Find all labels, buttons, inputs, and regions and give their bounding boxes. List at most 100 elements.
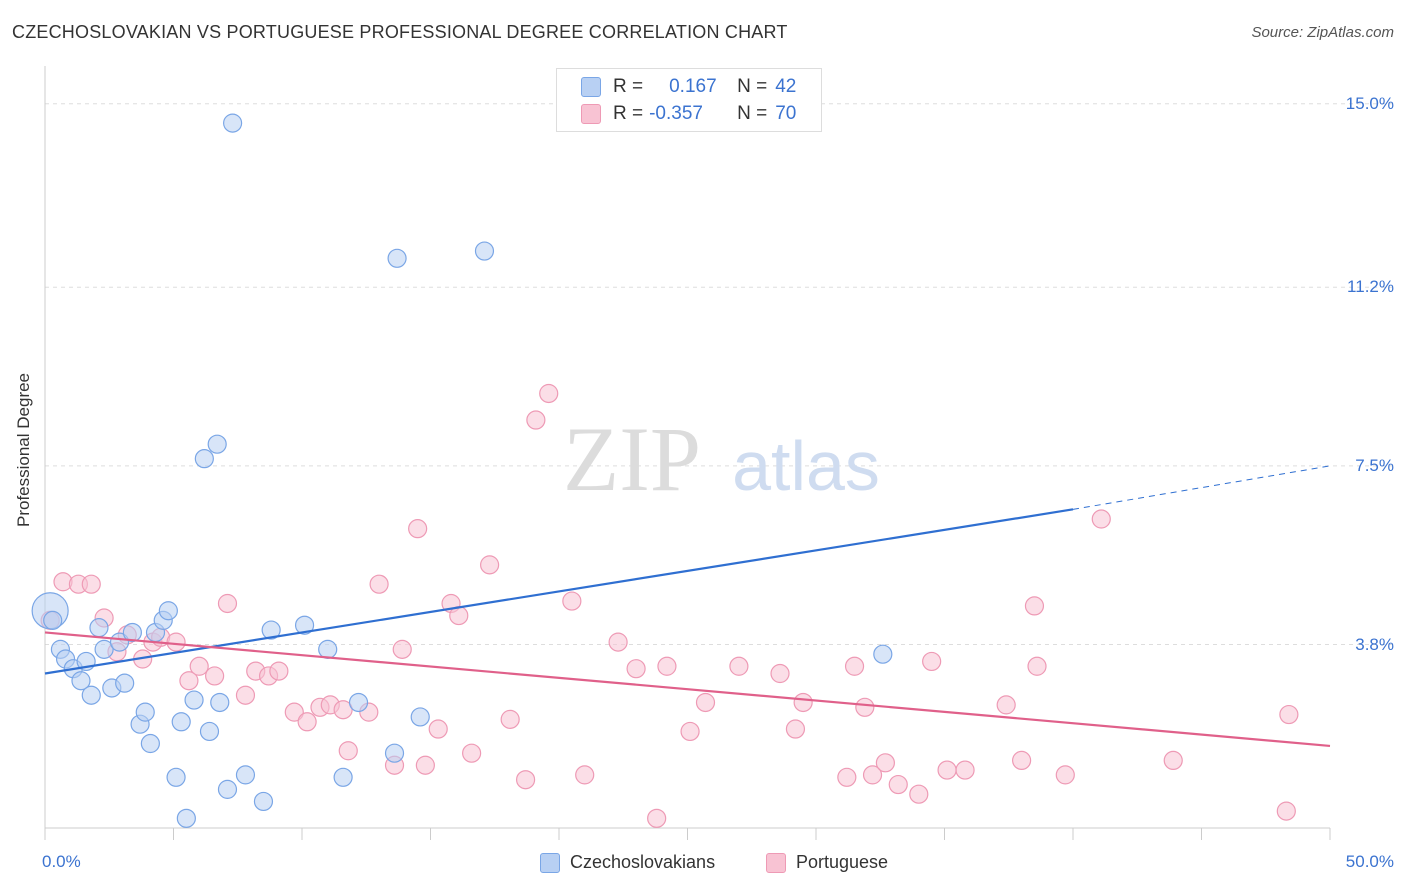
- y-tick-label: 3.8%: [1355, 634, 1394, 654]
- portuguese-point: [793, 692, 813, 713]
- source-note: Source: ZipAtlas.com: [1251, 24, 1394, 41]
- portuguese-point: [562, 591, 582, 611]
- portuguese-point: [1163, 750, 1183, 771]
- y-tick-label: 11.2%: [1347, 277, 1394, 297]
- legend-n-value: 42: [775, 76, 797, 97]
- portuguese-point: [922, 651, 942, 672]
- portuguese-point: [462, 743, 482, 763]
- legend-row-czechoslovakians: R = 0.167 N = 42: [581, 75, 796, 99]
- czechoslovakian-point: [210, 692, 230, 713]
- czechoslovakian-point: [158, 601, 178, 621]
- portuguese-point: [480, 555, 500, 575]
- portuguese-point: [695, 692, 716, 713]
- portuguese-point: [1091, 509, 1111, 529]
- watermark-zip: ZIP: [563, 408, 701, 510]
- portuguese-point: [770, 663, 790, 684]
- czechoslovakian-point: [166, 767, 186, 787]
- legend-row-portuguese: R = -0.357 N = 70: [581, 102, 796, 126]
- portuguese-point: [996, 695, 1016, 715]
- portuguese-point: [392, 639, 412, 659]
- bottom-legend: Czechoslovakians Portuguese: [0, 852, 1406, 878]
- czechoslovakian-points: [31, 113, 893, 828]
- portuguese-point: [179, 671, 199, 691]
- watermark: ZIP atlas: [563, 408, 880, 510]
- legend-swatch-blue: [581, 77, 601, 97]
- portuguese-point: [333, 700, 353, 720]
- watermark-atlas: atlas: [732, 427, 880, 505]
- czechoslovakian-trend-line: [44, 508, 1074, 675]
- portuguese-point: [575, 765, 595, 785]
- czechoslovakian-point: [89, 618, 109, 638]
- legend-r-label: R =: [613, 103, 644, 124]
- czechoslovakian-point: [194, 449, 214, 469]
- portuguese-point: [855, 697, 875, 717]
- portuguese-point: [217, 593, 238, 614]
- portuguese-point: [1279, 704, 1299, 725]
- czechoslovakian-point: [384, 743, 405, 763]
- legend-item-label: Czechoslovakians: [570, 852, 716, 872]
- y-tick-label: 15.0%: [1345, 93, 1394, 113]
- czechoslovakian-point: [873, 644, 893, 664]
- portuguese-point: [888, 774, 908, 795]
- portuguese-point: [680, 721, 700, 742]
- legend-swatch-pink: [581, 104, 601, 124]
- legend-r-value: 0.167: [669, 76, 717, 97]
- x-tick-label: 0.0%: [42, 852, 81, 871]
- legend-r-label: R =: [613, 76, 644, 97]
- czechoslovakian-point: [318, 639, 338, 659]
- legend-n-label: N =: [737, 76, 768, 97]
- czechoslovakian-point: [94, 639, 114, 659]
- czechoslovakian-point: [253, 791, 274, 812]
- czechoslovakian-point: [81, 685, 101, 705]
- portuguese-point: [1011, 750, 1032, 771]
- czechoslovakian-point: [223, 113, 243, 133]
- portuguese-point: [1055, 765, 1075, 785]
- legend-swatch-blue: [540, 852, 560, 873]
- portuguese-point: [837, 767, 857, 787]
- x-tick-label: 50.0%: [1345, 852, 1394, 871]
- portuguese-point: [647, 808, 667, 828]
- czechoslovakian-trend-extension: [1072, 465, 1331, 510]
- czechoslovakian-point: [474, 241, 495, 261]
- portuguese-point: [1024, 596, 1045, 616]
- portuguese-point: [729, 656, 749, 676]
- czechoslovakian-point: [71, 671, 91, 691]
- portuguese-point: [338, 741, 358, 761]
- portuguese-point: [875, 753, 895, 773]
- portuguese-point: [415, 755, 435, 775]
- portuguese-point: [166, 632, 186, 652]
- czechoslovakian-point: [135, 702, 155, 722]
- portuguese-point: [937, 760, 957, 780]
- trend-lines: [44, 465, 1331, 748]
- portuguese-point: [189, 656, 209, 676]
- portuguese-points: [40, 383, 1299, 828]
- portuguese-point: [235, 685, 256, 705]
- portuguese-point: [844, 656, 865, 676]
- legend-swatch-pink: [766, 852, 786, 873]
- portuguese-point: [909, 784, 929, 804]
- portuguese-point: [284, 702, 304, 722]
- portuguese-point: [297, 712, 317, 732]
- czechoslovakian-point: [207, 434, 227, 454]
- czechoslovakian-point: [294, 615, 315, 635]
- czechoslovakian-point: [43, 610, 63, 630]
- czechoslovakian-point: [348, 692, 369, 713]
- grid-layer: [45, 103, 1392, 646]
- y-tick-label: 7.5%: [1355, 455, 1394, 475]
- portuguese-point: [408, 519, 428, 539]
- portuguese-point: [269, 661, 289, 681]
- czechoslovakian-point: [261, 620, 281, 640]
- portuguese-point: [205, 666, 225, 686]
- czechoslovakian-point: [115, 673, 135, 693]
- legend-item-portuguese: Portuguese: [766, 852, 888, 873]
- czechoslovakian-point: [171, 712, 191, 732]
- czechoslovakian-point: [333, 767, 353, 787]
- czechoslovakian-point: [140, 733, 160, 754]
- czechoslovakian-point: [176, 808, 196, 828]
- legend-item-label: Portuguese: [796, 852, 889, 872]
- portuguese-point: [1276, 801, 1296, 821]
- portuguese-point: [608, 632, 628, 652]
- legend-r-value: -0.357: [649, 103, 703, 124]
- axis-layer: [44, 66, 1331, 840]
- czechoslovakian-point: [199, 721, 220, 742]
